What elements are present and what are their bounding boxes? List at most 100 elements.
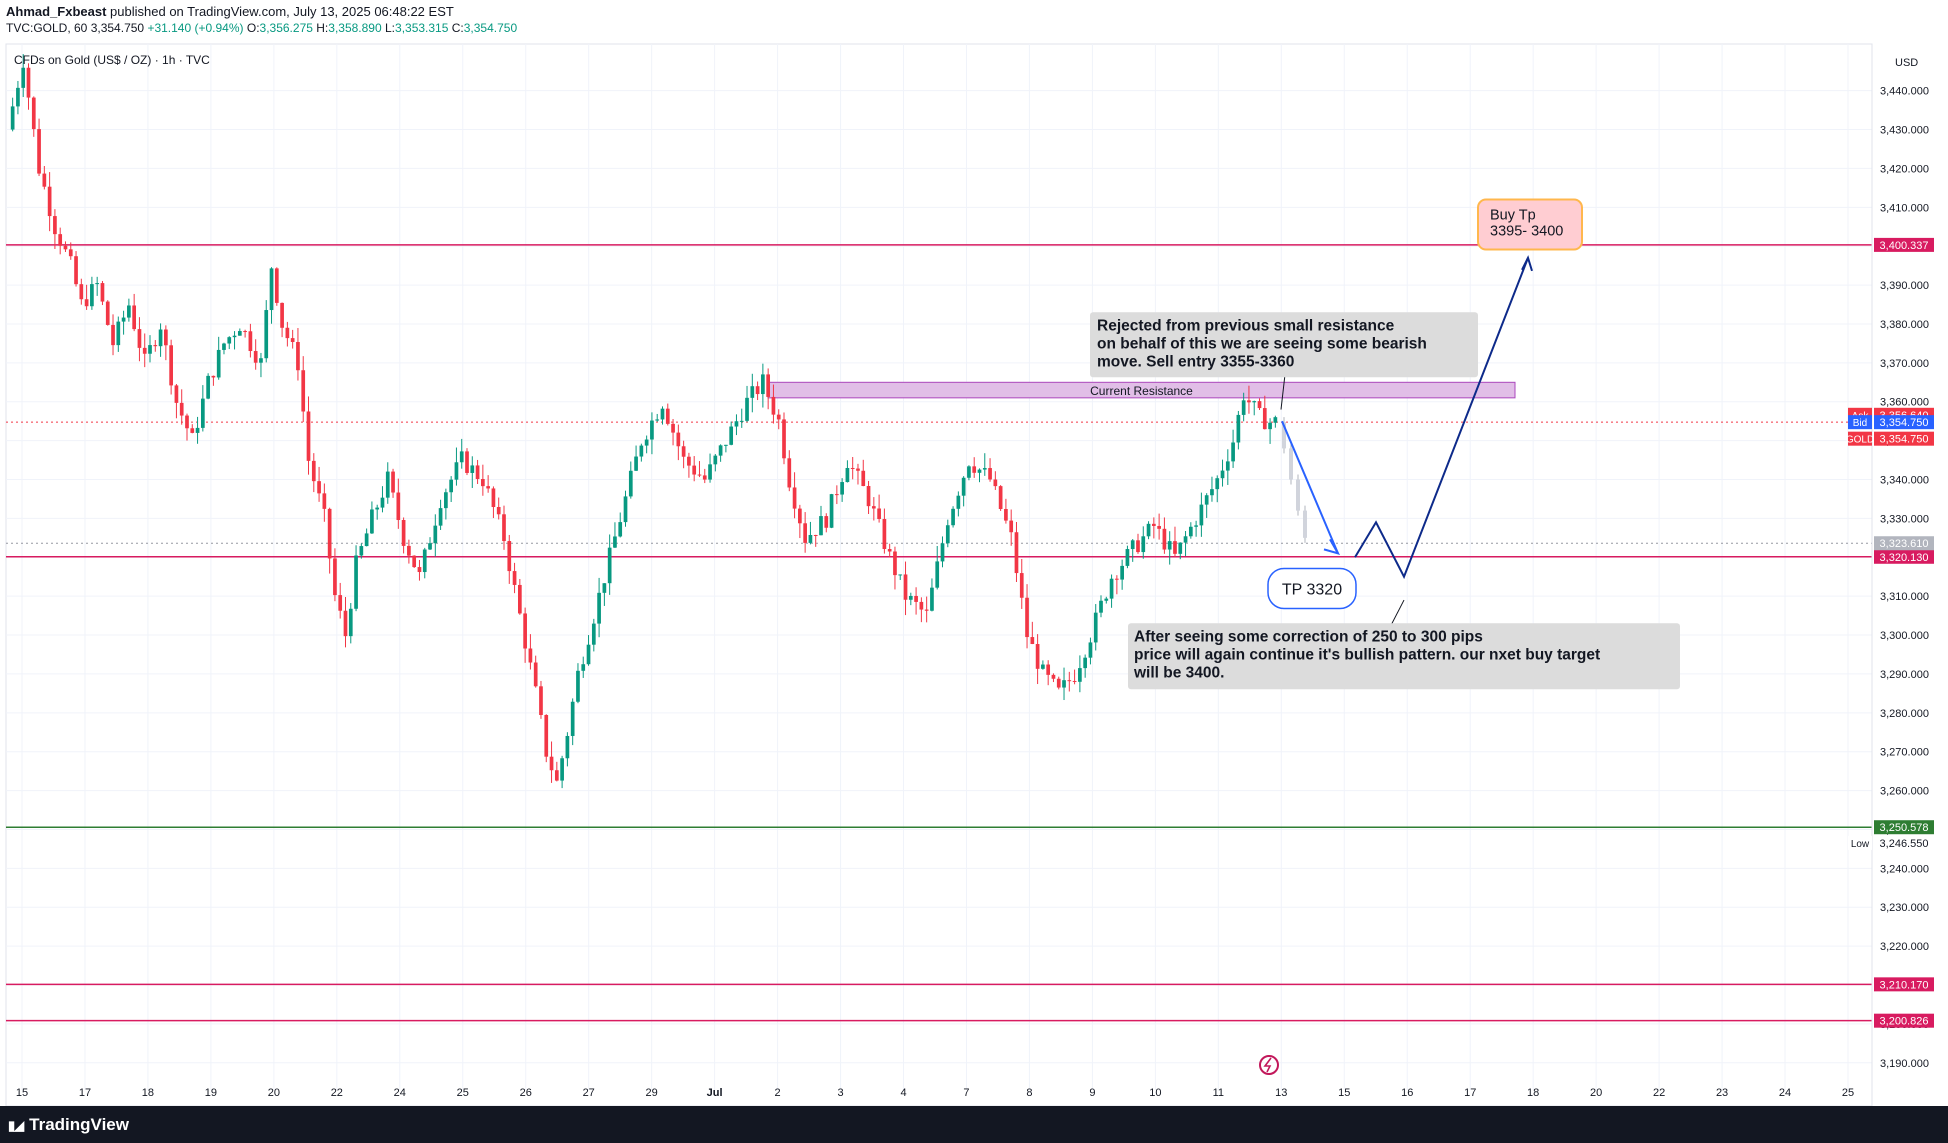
candles bbox=[10, 54, 1307, 789]
price-tag-label-bg bbox=[1848, 835, 1872, 850]
candle-body bbox=[845, 467, 850, 483]
buy-projection-line[interactable] bbox=[1354, 257, 1529, 580]
candle-body bbox=[370, 509, 374, 534]
candle-body bbox=[90, 284, 94, 307]
price-tag-label: Low bbox=[1851, 839, 1870, 850]
candle-body bbox=[190, 428, 195, 433]
sell-note-line: on behalf of this we are seeing some bea… bbox=[1097, 335, 1427, 352]
candle-body bbox=[74, 256, 78, 285]
candle-body bbox=[185, 415, 189, 429]
buy-arrow-head bbox=[1521, 255, 1533, 272]
candle-body bbox=[16, 87, 20, 107]
ohlc-line: TVC:GOLD, 60 3,354.750 +31.140 (+0.94%) … bbox=[6, 21, 517, 35]
candle-body bbox=[1157, 525, 1161, 529]
buy-tp-line: 3395- 3400 bbox=[1490, 224, 1563, 240]
price-chart[interactable]: Current Resistance Rejected from previou… bbox=[0, 0, 1948, 1106]
price-tick-label: 3,340.000 bbox=[1880, 475, 1929, 487]
candle-body bbox=[628, 470, 633, 497]
price-tick-label: 3,440.000 bbox=[1880, 86, 1929, 98]
candle-body bbox=[53, 216, 57, 235]
candle-body bbox=[417, 567, 422, 573]
candle-body bbox=[861, 470, 866, 487]
candle-body bbox=[919, 601, 924, 610]
price-tag-label-bg bbox=[1848, 415, 1872, 430]
level-price-tag bbox=[1874, 549, 1934, 564]
candle-body bbox=[1231, 442, 1235, 462]
candle-body bbox=[1072, 680, 1077, 682]
level-price-tag bbox=[1874, 820, 1934, 835]
candle-body bbox=[137, 329, 142, 348]
candle-body bbox=[1194, 525, 1198, 527]
candle-body bbox=[1204, 495, 1209, 505]
candle-body bbox=[1120, 565, 1124, 580]
candle-body bbox=[930, 587, 934, 611]
price-tag-label-bg bbox=[1848, 431, 1872, 446]
tradingview-logo[interactable]: ▮◢ TradingView bbox=[8, 1115, 129, 1135]
publisher-name[interactable]: Ahmad_Fxbeast bbox=[6, 4, 107, 19]
candle-body bbox=[164, 329, 168, 346]
annotations: Rejected from previous small resistanceo… bbox=[1090, 198, 1680, 690]
time-tick-label: 10 bbox=[1149, 1087, 1161, 1099]
candle-body bbox=[803, 523, 807, 543]
candle-body bbox=[375, 507, 380, 510]
replay-icon[interactable] bbox=[1259, 1055, 1279, 1075]
candle-body bbox=[1025, 597, 1029, 638]
time-tick-label: 26 bbox=[520, 1087, 532, 1099]
candle-body bbox=[1151, 523, 1156, 526]
buy-tp-box[interactable] bbox=[1477, 198, 1583, 251]
candle-body bbox=[576, 670, 580, 702]
close-value: 3,354.750 bbox=[463, 21, 518, 35]
candle-body bbox=[359, 546, 364, 556]
price-tag-label: GOLD bbox=[1846, 435, 1874, 446]
time-tick-label: 20 bbox=[268, 1087, 280, 1099]
candle-body bbox=[354, 555, 358, 609]
price-tick-label: 3,290.000 bbox=[1880, 669, 1929, 681]
candle-body bbox=[132, 305, 137, 330]
candle-body bbox=[607, 547, 612, 584]
candle-body bbox=[676, 432, 681, 447]
price-tick-label: 3,260.000 bbox=[1880, 786, 1929, 798]
candle-body bbox=[893, 551, 897, 576]
candle-body bbox=[481, 479, 485, 487]
level-price-tag-text: 3,250.578 bbox=[1880, 822, 1929, 834]
currency-label[interactable]: USD bbox=[1895, 57, 1918, 69]
candle-body bbox=[713, 455, 718, 465]
price-axis-bg[interactable] bbox=[1872, 44, 1948, 1106]
price-tick-label: 3,190.000 bbox=[1880, 1058, 1929, 1070]
candle-body bbox=[792, 487, 797, 509]
candle-body bbox=[158, 329, 163, 347]
time-tick-label: 22 bbox=[1653, 1087, 1665, 1099]
candle-body bbox=[428, 543, 432, 550]
price-tag-value: 3,354.750 bbox=[1880, 434, 1929, 446]
time-tick-label: 2 bbox=[775, 1087, 781, 1099]
price-tick-label: 3,390.000 bbox=[1880, 280, 1929, 292]
candle-body bbox=[634, 456, 638, 471]
price-tick-label: 3,410.000 bbox=[1880, 202, 1929, 214]
sell-note-box[interactable] bbox=[1090, 312, 1478, 378]
candle-body bbox=[755, 386, 760, 395]
candle-body bbox=[105, 301, 110, 325]
candle-body bbox=[724, 444, 728, 446]
candle-body bbox=[998, 486, 1003, 510]
candle-body bbox=[1215, 478, 1220, 490]
candle-body bbox=[1109, 578, 1114, 599]
time-tick-label: 23 bbox=[1716, 1087, 1728, 1099]
candle-body bbox=[1220, 470, 1225, 479]
candle-body bbox=[665, 408, 670, 424]
time-tick-label: 16 bbox=[1401, 1087, 1413, 1099]
candle-body bbox=[639, 445, 644, 457]
candle-body bbox=[856, 468, 860, 471]
candle-body bbox=[444, 492, 448, 509]
candle-body bbox=[782, 419, 786, 459]
buy-note-box[interactable] bbox=[1128, 623, 1680, 690]
candle-body bbox=[687, 456, 691, 466]
published-text: published on TradingView.com, July 13, 2… bbox=[110, 4, 454, 19]
candle-body bbox=[988, 468, 992, 480]
last-price: 3,354.750 bbox=[90, 21, 145, 35]
tp-bubble[interactable] bbox=[1267, 567, 1357, 610]
candle-body bbox=[549, 756, 554, 771]
sell-projection-line[interactable] bbox=[1281, 420, 1339, 554]
projection-candle bbox=[1282, 422, 1286, 449]
candle-body bbox=[454, 462, 459, 480]
candle-body bbox=[1173, 541, 1177, 554]
